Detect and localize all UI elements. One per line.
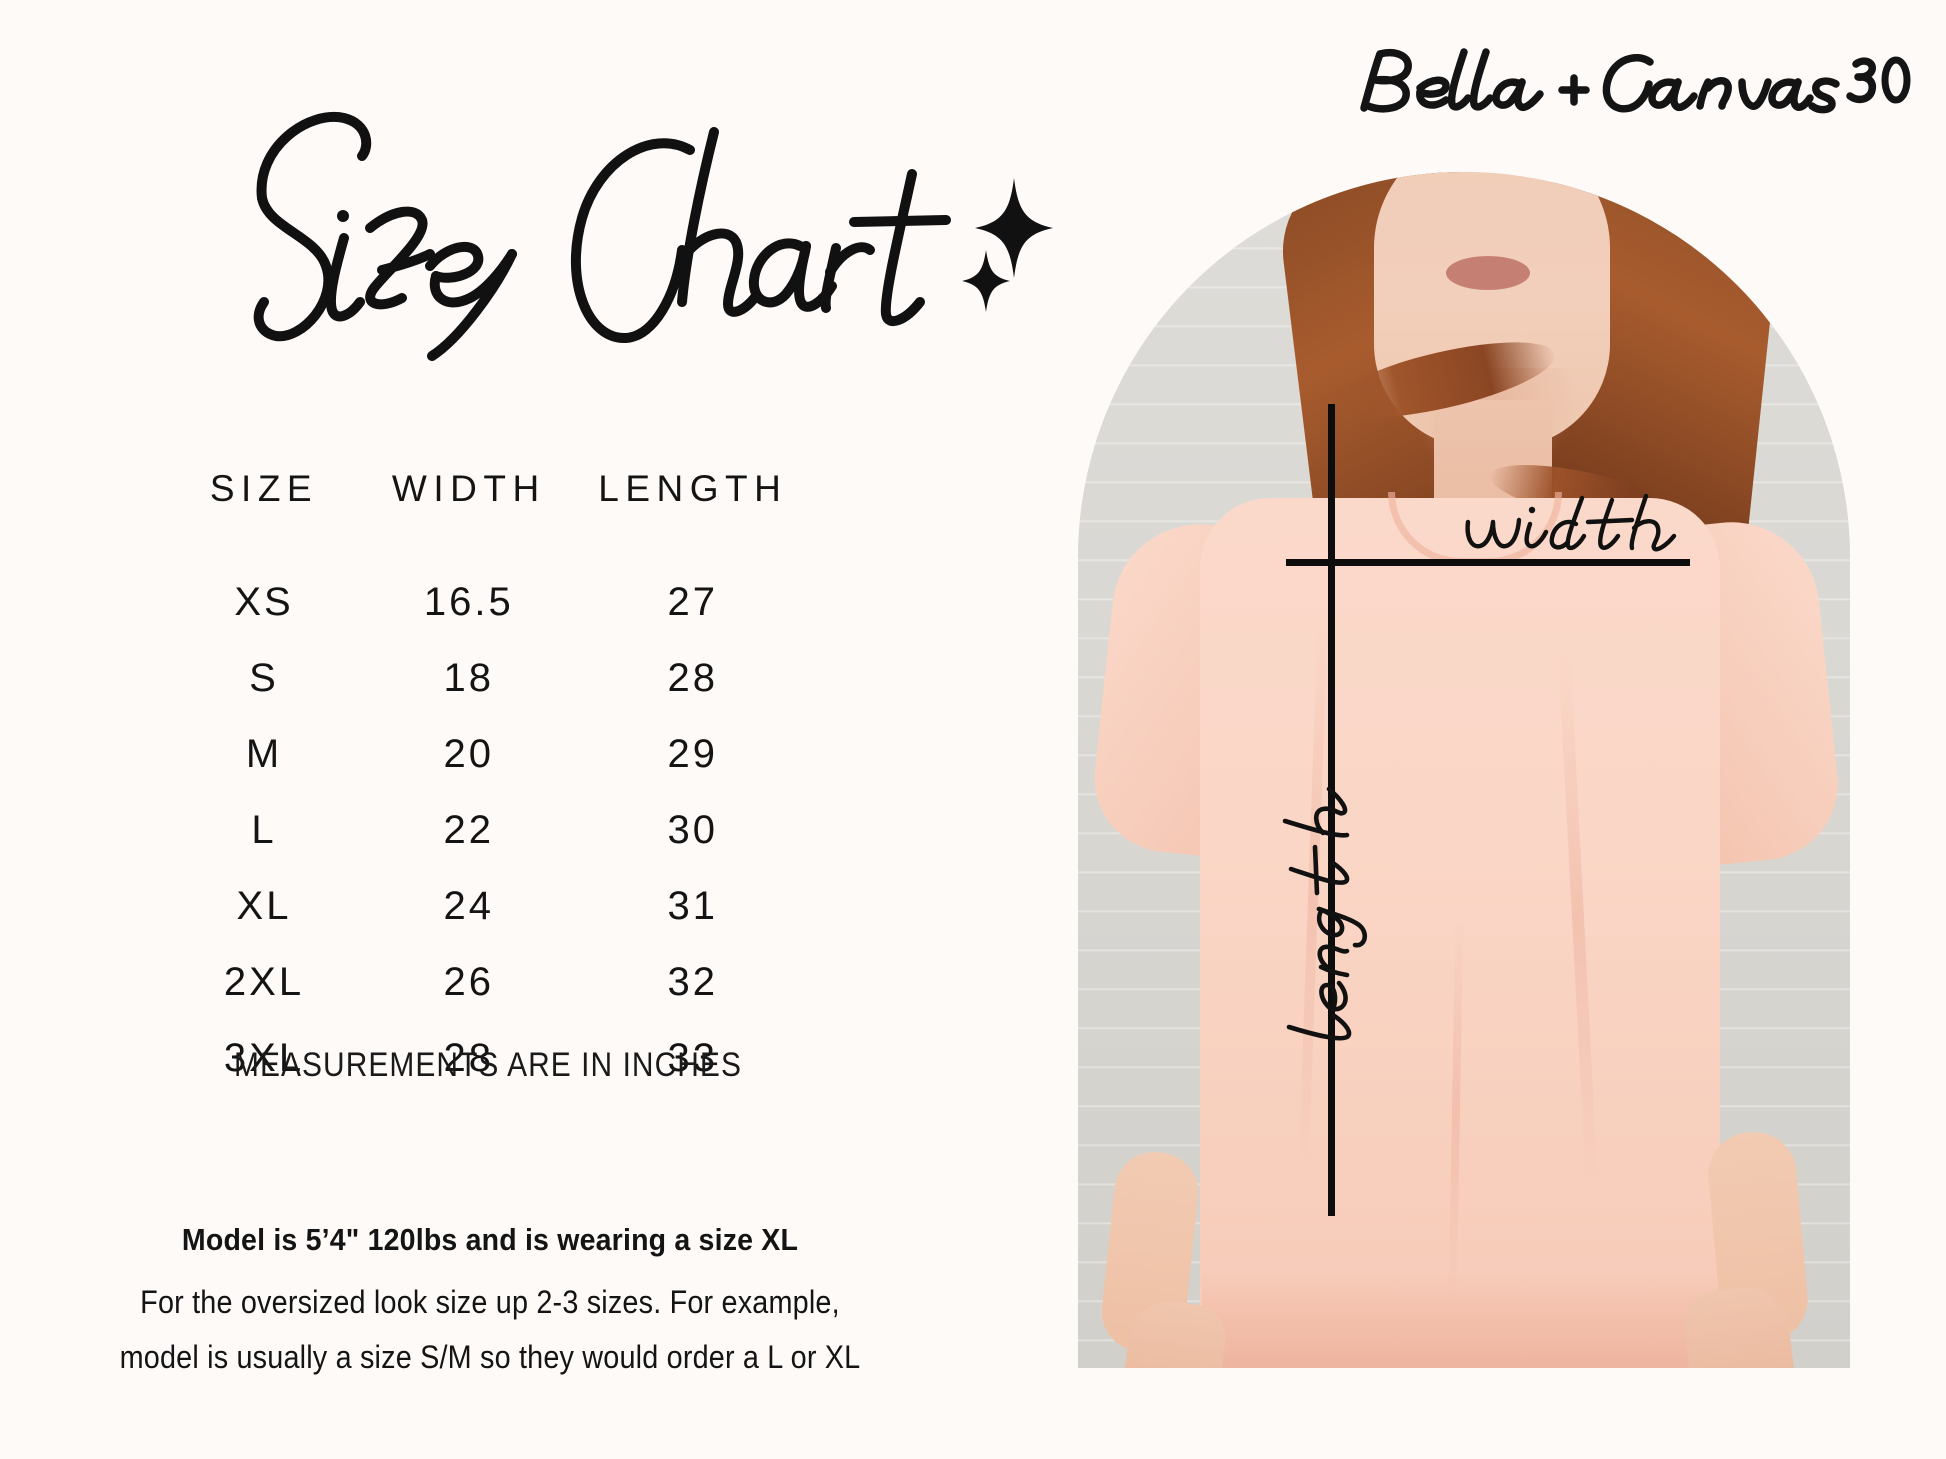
table-row: XS 16.5 27 xyxy=(168,580,808,656)
size-table: SIZE WIDTH LENGTH XS 16.5 27 S 18 28 M xyxy=(168,468,808,1112)
cell-length: 31 xyxy=(667,884,719,928)
cell-width: 28 xyxy=(443,1036,495,1080)
cell-length: 33 xyxy=(667,1036,719,1080)
model-info-line: Model is 5’4" 120lbs and is wearing a si… xyxy=(181,1222,799,1257)
sizing-advice-line-2: model is usually a size S/M so they woul… xyxy=(119,1339,861,1375)
inches-note: MEASUREMENTS ARE IN INCHES xyxy=(234,1046,742,1084)
cell-width: 24 xyxy=(443,884,495,928)
cell-width: 20 xyxy=(443,732,495,776)
footnote-block: Model is 5’4" 120lbs and is wearing a si… xyxy=(60,1222,920,1394)
cell-width: 22 xyxy=(443,808,495,852)
cell-size: L xyxy=(251,808,277,852)
table-row: L 22 30 xyxy=(168,808,808,884)
tshirt xyxy=(1087,492,1846,1368)
table-row: M 20 29 xyxy=(168,732,808,808)
width-measure-line xyxy=(1286,559,1690,566)
cell-length: 27 xyxy=(667,580,719,624)
table-row: 3XL 28 33 xyxy=(168,1036,808,1112)
shirt-hem xyxy=(1202,1270,1720,1368)
table-row: 2XL 26 32 xyxy=(168,960,808,1036)
cell-size: S xyxy=(249,656,279,700)
table-header-row: SIZE WIDTH LENGTH xyxy=(168,468,808,580)
cell-length: 30 xyxy=(667,808,719,852)
cell-length: 29 xyxy=(667,732,719,776)
cell-size: M xyxy=(245,732,283,776)
model-photo xyxy=(1078,172,1850,1368)
cell-length: 32 xyxy=(667,960,719,1004)
cell-length: 28 xyxy=(667,656,719,700)
table-row: XL 24 31 xyxy=(168,884,808,960)
cell-size: XS xyxy=(234,580,294,624)
column-header-width: WIDTH xyxy=(391,468,546,509)
cell-size: 3XL xyxy=(223,1036,305,1080)
sparkle-star-small-icon xyxy=(962,250,1010,312)
shirt-body xyxy=(1200,498,1720,1368)
column-header-size: SIZE xyxy=(209,468,319,509)
cell-width: 18 xyxy=(443,656,495,700)
cell-size: 2XL xyxy=(223,960,305,1004)
column-header-length: LENGTH xyxy=(598,468,788,509)
length-label xyxy=(1277,763,1368,1043)
cell-width: 16.5 xyxy=(423,580,514,624)
cell-width: 26 xyxy=(443,960,495,1004)
brand-label xyxy=(1350,44,1911,116)
width-label xyxy=(1460,488,1700,566)
sparkle-star-icon xyxy=(975,178,1053,278)
cell-size: XL xyxy=(236,884,292,928)
model-lips xyxy=(1446,256,1530,290)
page-title xyxy=(130,70,951,361)
sizing-advice-line-1: For the oversized look size up 2-3 sizes… xyxy=(140,1284,840,1320)
table-row: S 18 28 xyxy=(168,656,808,732)
